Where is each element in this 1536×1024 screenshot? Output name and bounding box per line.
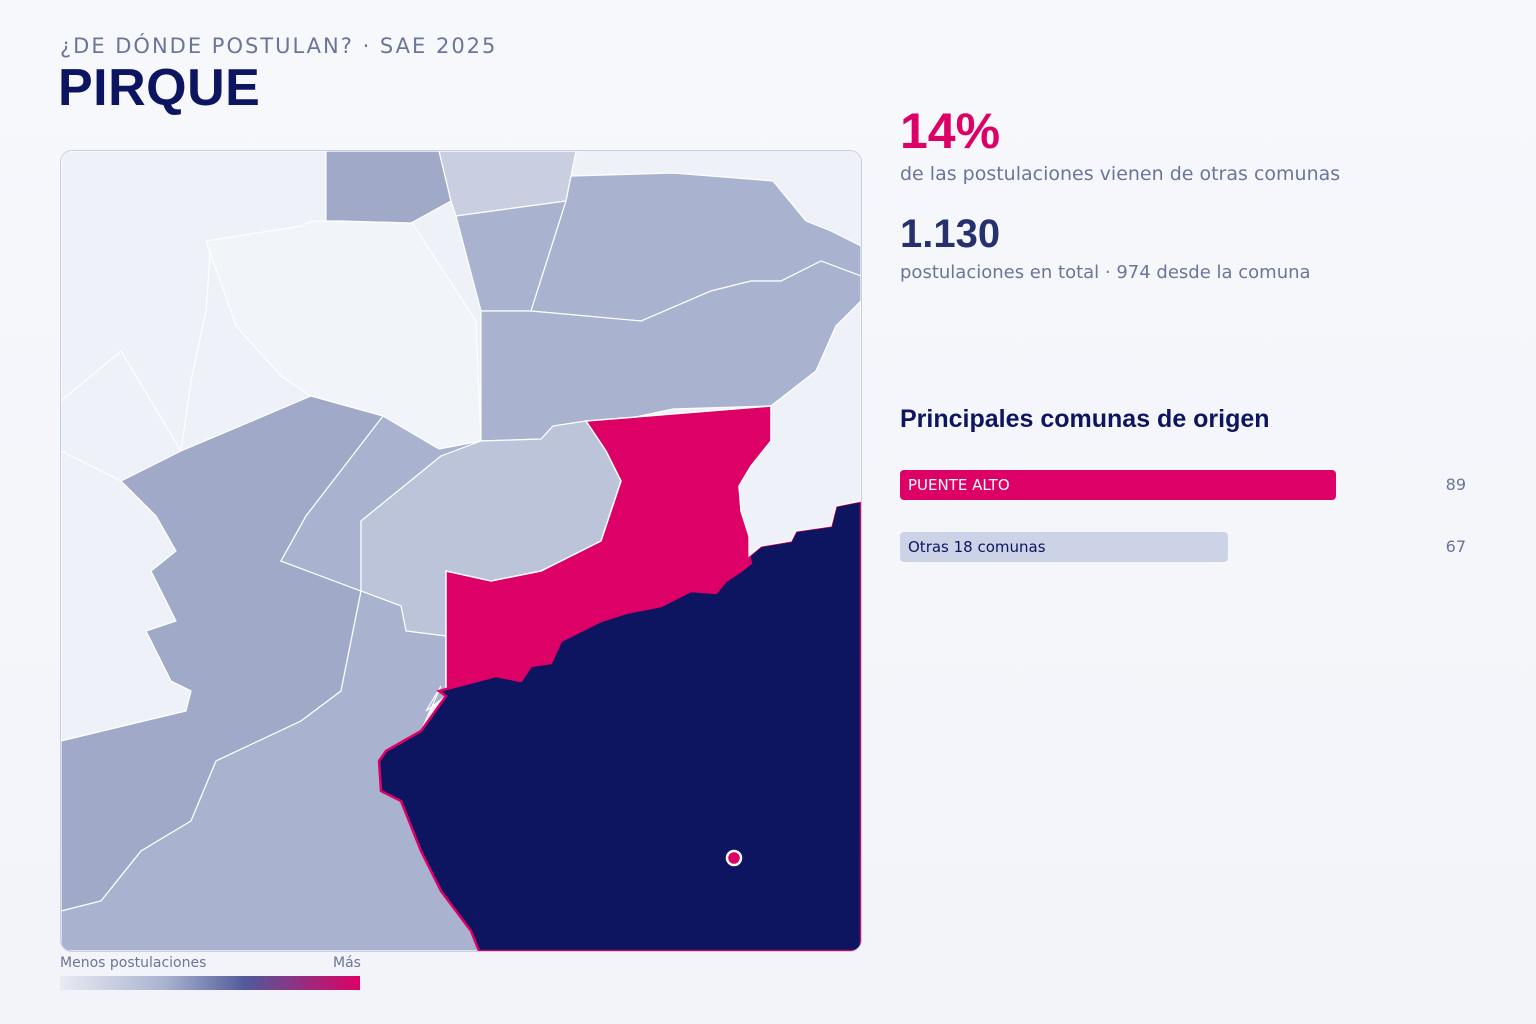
location-marker-icon bbox=[725, 849, 743, 867]
legend-high-label: Más bbox=[333, 955, 361, 971]
page-title: PIRQUE bbox=[58, 59, 261, 117]
region-east-light bbox=[738, 300, 861, 558]
page-kicker: ¿DE DÓNDE POSTULAN? · SAE 2025 bbox=[60, 34, 498, 58]
map-svg bbox=[61, 151, 861, 951]
share-label: de las postulaciones vienen de otras com… bbox=[900, 163, 1341, 185]
region-north-center bbox=[325, 151, 452, 224]
legend-low-label: Menos postulaciones bbox=[60, 955, 207, 971]
share-value: 14% bbox=[900, 103, 1001, 159]
origin-value-others: 67 bbox=[1445, 537, 1466, 556]
total-value: 1.130 bbox=[900, 212, 1001, 256]
origins-title: Principales comunas de origen bbox=[900, 405, 1270, 433]
total-label: postulaciones en total · 974 desde la co… bbox=[900, 262, 1311, 283]
origin-bar-puente-alto: PUENTE ALTO bbox=[900, 470, 1336, 500]
origin-value-puente-alto: 89 bbox=[1445, 475, 1466, 494]
legend-gradient-bar bbox=[60, 976, 360, 990]
origin-bar-others: Otras 18 comunas bbox=[900, 532, 1228, 562]
map bbox=[60, 150, 862, 952]
